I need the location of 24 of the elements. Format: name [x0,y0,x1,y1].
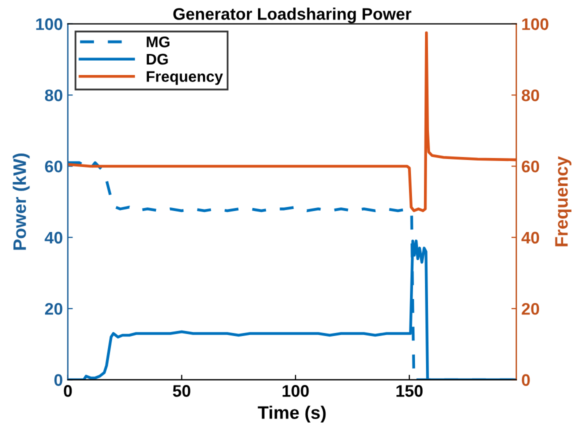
y2-tick-label: 0 [522,374,530,386]
x-axis-title: Time (s) [258,406,326,423]
y-tick-label: 20 [45,302,62,315]
y-tick-label: 80 [44,89,62,102]
y2-tick-label: 20 [522,302,540,315]
y-tick-label: 100 [36,18,62,30]
y2-tick-label: 60 [522,160,540,172]
legend-label: Frequency [146,71,223,85]
legend-label: DG [146,54,168,65]
y-axis-title: Power (kW) [12,154,30,250]
y2-axis-title: Frequency [555,156,572,246]
y2-tick-label: 100 [522,18,548,30]
y2-tick-label: 80 [522,89,540,102]
y-tick-label: 40 [44,232,62,244]
y-tick-label: 60 [45,160,62,172]
line-series [68,31,516,212]
x-tick-label: 150 [396,385,423,397]
y-tick-label: 0 [54,374,62,386]
x-tick-label: 50 [172,385,190,397]
legend-label: MG [146,36,170,48]
y2-tick-label: 40 [521,232,540,244]
x-tick-label: 0 [64,385,72,397]
chart-title: Generator Loadsharing Power [173,8,412,24]
x-tick-label: 100 [282,385,309,397]
